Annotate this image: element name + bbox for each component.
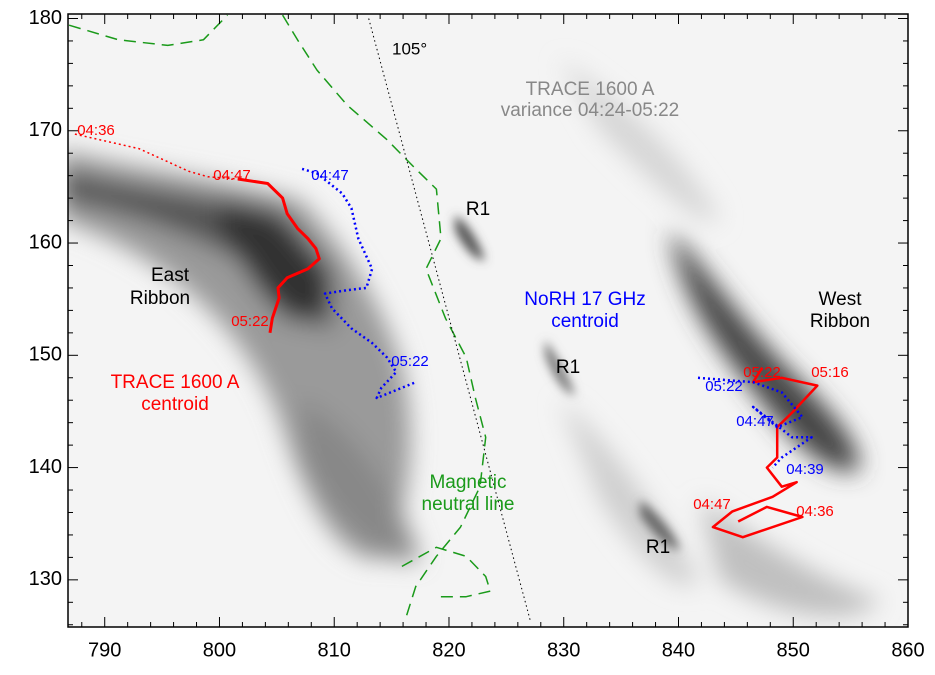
x-tick-label: 810 — [318, 639, 351, 661]
trace-line — [237, 177, 321, 334]
annotation: 04:47 — [311, 167, 349, 184]
annotation: 04:39 — [786, 461, 824, 478]
y-tick-label: 180 — [29, 7, 62, 29]
x-tick-label: 790 — [88, 639, 121, 661]
annotation: 05:22 — [231, 313, 269, 330]
plot-frame — [67, 13, 909, 628]
annotation: West — [819, 289, 863, 310]
annotation: TRACE 1600 A — [526, 79, 655, 100]
annotation: 04:47 — [213, 167, 251, 184]
annotation: R1 — [556, 357, 580, 378]
annotation: neutral line — [422, 494, 515, 515]
trace-line — [74, 133, 238, 180]
annotation: Ribbon — [810, 311, 870, 332]
x-tick-label: 820 — [432, 639, 465, 661]
trace-line — [711, 367, 819, 539]
trace-line — [697, 376, 813, 469]
annotation: Ribbon — [130, 288, 190, 309]
annotation: 05:22 — [705, 378, 743, 395]
annotation: 04:47 — [693, 496, 731, 513]
annotation: TRACE 1600 A — [111, 372, 240, 393]
x-tick-label: 840 — [662, 639, 695, 661]
annotation: NoRH 17 GHz — [524, 289, 645, 310]
annotation: 04:36 — [77, 122, 115, 139]
annotation: Magnetic — [429, 472, 506, 493]
x-tick-label: 830 — [547, 639, 580, 661]
trace-line — [68, 14, 492, 617]
y-tick-label: 160 — [29, 231, 62, 253]
x-tick-label: 800 — [203, 639, 236, 661]
annotation: centroid — [551, 311, 619, 332]
y-tick-label: 130 — [29, 568, 62, 590]
annotation: 05:22 — [743, 364, 781, 381]
overlay — [68, 14, 819, 622]
x-tick-label: 860 — [891, 639, 924, 661]
y-tick-label: 170 — [29, 119, 62, 141]
annotation: R1 — [646, 537, 670, 558]
background-image — [68, 14, 908, 627]
annotation: 04:47 — [736, 413, 774, 430]
annotation: 05:16 — [811, 364, 849, 381]
annotation: 105° — [392, 39, 427, 58]
annotation: variance 04:24-05:22 — [501, 100, 680, 121]
y-tick-label: 140 — [29, 456, 62, 478]
annotation: centroid — [141, 394, 209, 415]
trace-line — [368, 18, 531, 622]
annotation: East — [151, 265, 190, 286]
annotation: 04:36 — [796, 503, 834, 520]
annotation: R1 — [466, 199, 490, 220]
trace-line — [301, 167, 417, 400]
annotation: 05:22 — [391, 353, 429, 370]
x-tick-label: 850 — [777, 639, 810, 661]
y-tick-label: 150 — [29, 344, 62, 366]
